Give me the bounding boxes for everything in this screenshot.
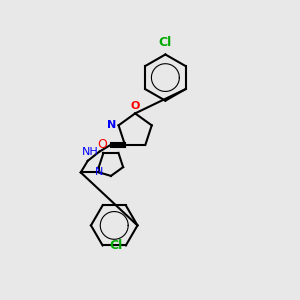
Text: O: O <box>130 101 140 111</box>
Text: O: O <box>98 138 107 151</box>
Text: N: N <box>95 167 103 177</box>
Text: Cl: Cl <box>159 36 172 49</box>
Text: Cl: Cl <box>109 239 122 252</box>
Text: N: N <box>107 120 116 130</box>
Text: NH: NH <box>81 147 98 157</box>
